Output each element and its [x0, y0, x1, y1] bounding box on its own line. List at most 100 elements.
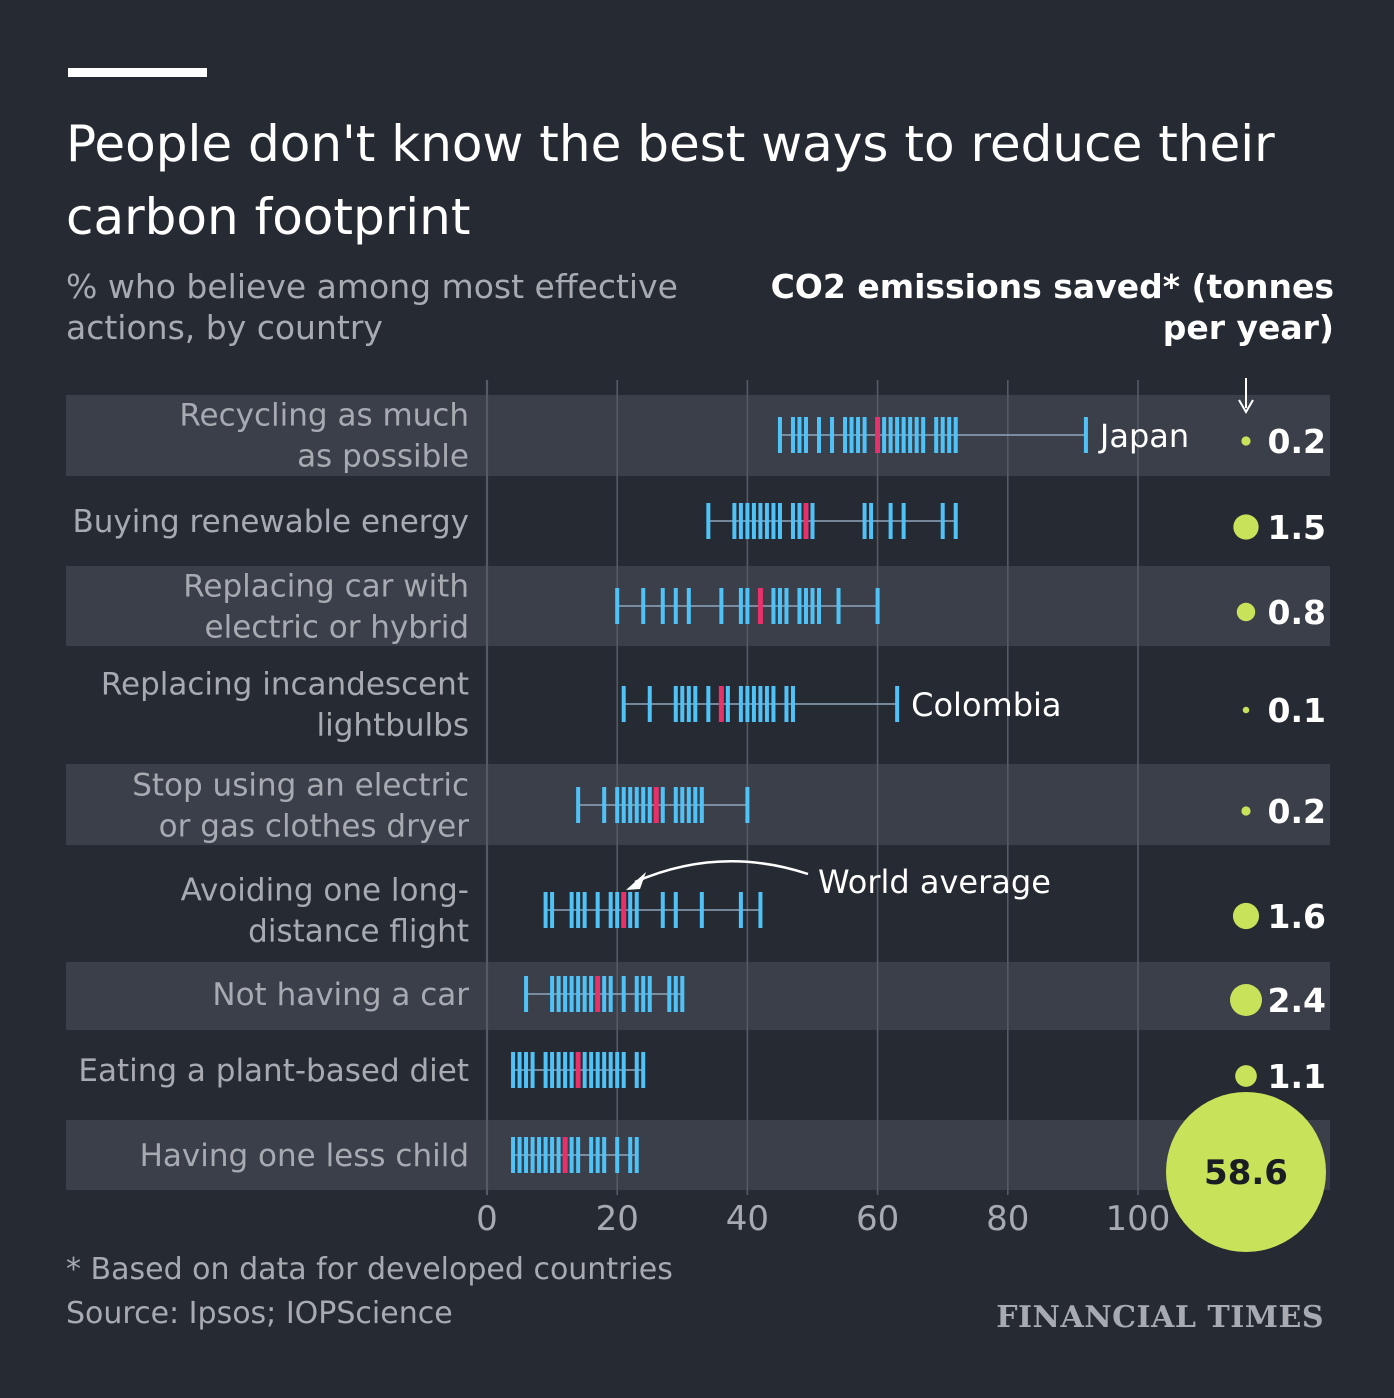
- country-tick: [745, 787, 750, 823]
- country-tick: [615, 892, 620, 928]
- world-average-tick: [575, 1052, 581, 1088]
- country-tick: [738, 503, 743, 539]
- category-label: or gas clothes dryer: [159, 809, 470, 845]
- emissions-value: 0.8: [1268, 593, 1326, 632]
- emissions-value: 58.6: [1204, 1153, 1288, 1193]
- country-tick: [615, 1137, 620, 1173]
- country-tick: [680, 787, 685, 823]
- country-tick: [550, 892, 555, 928]
- country-tick: [869, 503, 874, 539]
- country-tick: [550, 1052, 555, 1088]
- country-tick: [901, 503, 906, 539]
- country-tick: [530, 1137, 535, 1173]
- country-tick: [582, 976, 587, 1012]
- country-tick: [921, 417, 926, 453]
- world-average-tick: [757, 588, 763, 624]
- country-tick: [947, 417, 952, 453]
- country-tick: [758, 686, 763, 722]
- category-label: lightbulbs: [317, 708, 469, 744]
- country-tick: [777, 588, 782, 624]
- emissions-pointer-arrowhead: [1238, 399, 1254, 414]
- country-tick: [589, 976, 594, 1012]
- country-tick: [686, 686, 691, 722]
- country-tick: [784, 686, 789, 722]
- country-tick: [576, 976, 581, 1012]
- country-tick: [803, 417, 808, 453]
- country-tick: [680, 976, 685, 1012]
- emissions-bubble: [1241, 806, 1251, 816]
- country-tick: [706, 503, 711, 539]
- country-tick: [953, 503, 958, 539]
- emissions-header: CO2 emissions saved* (tonnes per year): [770, 267, 1334, 347]
- category-label: Avoiding one long-: [181, 873, 469, 909]
- country-tick: [810, 503, 815, 539]
- country-tick: [569, 1052, 574, 1088]
- country-tick: [660, 787, 665, 823]
- x-tick-label: 20: [596, 1199, 639, 1239]
- country-tick: [576, 787, 581, 823]
- country-tick: [1083, 417, 1088, 453]
- country-tick: [550, 976, 555, 1012]
- country-tick: [641, 1052, 646, 1088]
- world-average-tick: [595, 976, 601, 1012]
- annotation-arrowhead: [626, 872, 646, 890]
- country-tick: [843, 417, 848, 453]
- category-label: Stop using an electric: [132, 768, 469, 804]
- country-tick: [589, 1052, 594, 1088]
- country-tick: [524, 1137, 529, 1173]
- country-tick: [732, 503, 737, 539]
- emissions-value: 2.4: [1268, 981, 1326, 1020]
- country-tick: [751, 686, 756, 722]
- country-tick: [524, 976, 529, 1012]
- country-tick: [608, 1052, 613, 1088]
- country-tick: [647, 976, 652, 1012]
- country-tick: [641, 588, 646, 624]
- category-label: electric or hybrid: [205, 610, 469, 646]
- country-tick: [745, 503, 750, 539]
- country-tick: [634, 976, 639, 1012]
- x-tick-label: 0: [476, 1199, 498, 1239]
- row-band: [66, 962, 1330, 1030]
- emissions-value: 1.6: [1268, 897, 1326, 936]
- country-tick: [836, 588, 841, 624]
- x-tick-label: 80: [986, 1199, 1029, 1239]
- country-tick: [738, 588, 743, 624]
- footnote: * Based on data for developed countries: [66, 1252, 673, 1287]
- category-label: Having one less child: [140, 1138, 469, 1174]
- country-tick: [667, 976, 672, 1012]
- chart-subtitle: % who believe among most effective actio…: [66, 267, 678, 347]
- country-tick: [524, 1052, 529, 1088]
- country-tick: [771, 588, 776, 624]
- country-tick: [888, 417, 893, 453]
- country-tick: [628, 1137, 633, 1173]
- country-tick: [563, 1052, 568, 1088]
- country-tick: [543, 1137, 548, 1173]
- country-tick: [862, 503, 867, 539]
- country-tick: [908, 417, 913, 453]
- category-label: Not having a car: [212, 977, 469, 1013]
- country-tick: [680, 686, 685, 722]
- country-tick: [738, 892, 743, 928]
- row-band: [66, 395, 1330, 476]
- country-tick: [686, 588, 691, 624]
- country-tick: [556, 976, 561, 1012]
- x-tick-label: 100: [1106, 1199, 1171, 1239]
- country-tick: [621, 976, 626, 1012]
- country-tick: [530, 1052, 535, 1088]
- country-tick: [693, 686, 698, 722]
- country-tick: [660, 892, 665, 928]
- country-tick: [511, 1137, 516, 1173]
- country-tick: [699, 787, 704, 823]
- source-note: Source: Ipsos; IOPScience: [66, 1296, 453, 1331]
- category-label: Buying renewable energy: [73, 504, 470, 540]
- country-tick: [582, 1052, 587, 1088]
- country-tick: [628, 892, 633, 928]
- country-tick: [790, 503, 795, 539]
- country-tick: [764, 686, 769, 722]
- country-tick: [686, 787, 691, 823]
- country-tick: [953, 417, 958, 453]
- country-tick: [550, 1137, 555, 1173]
- country-tick: [875, 588, 880, 624]
- country-tick: [764, 503, 769, 539]
